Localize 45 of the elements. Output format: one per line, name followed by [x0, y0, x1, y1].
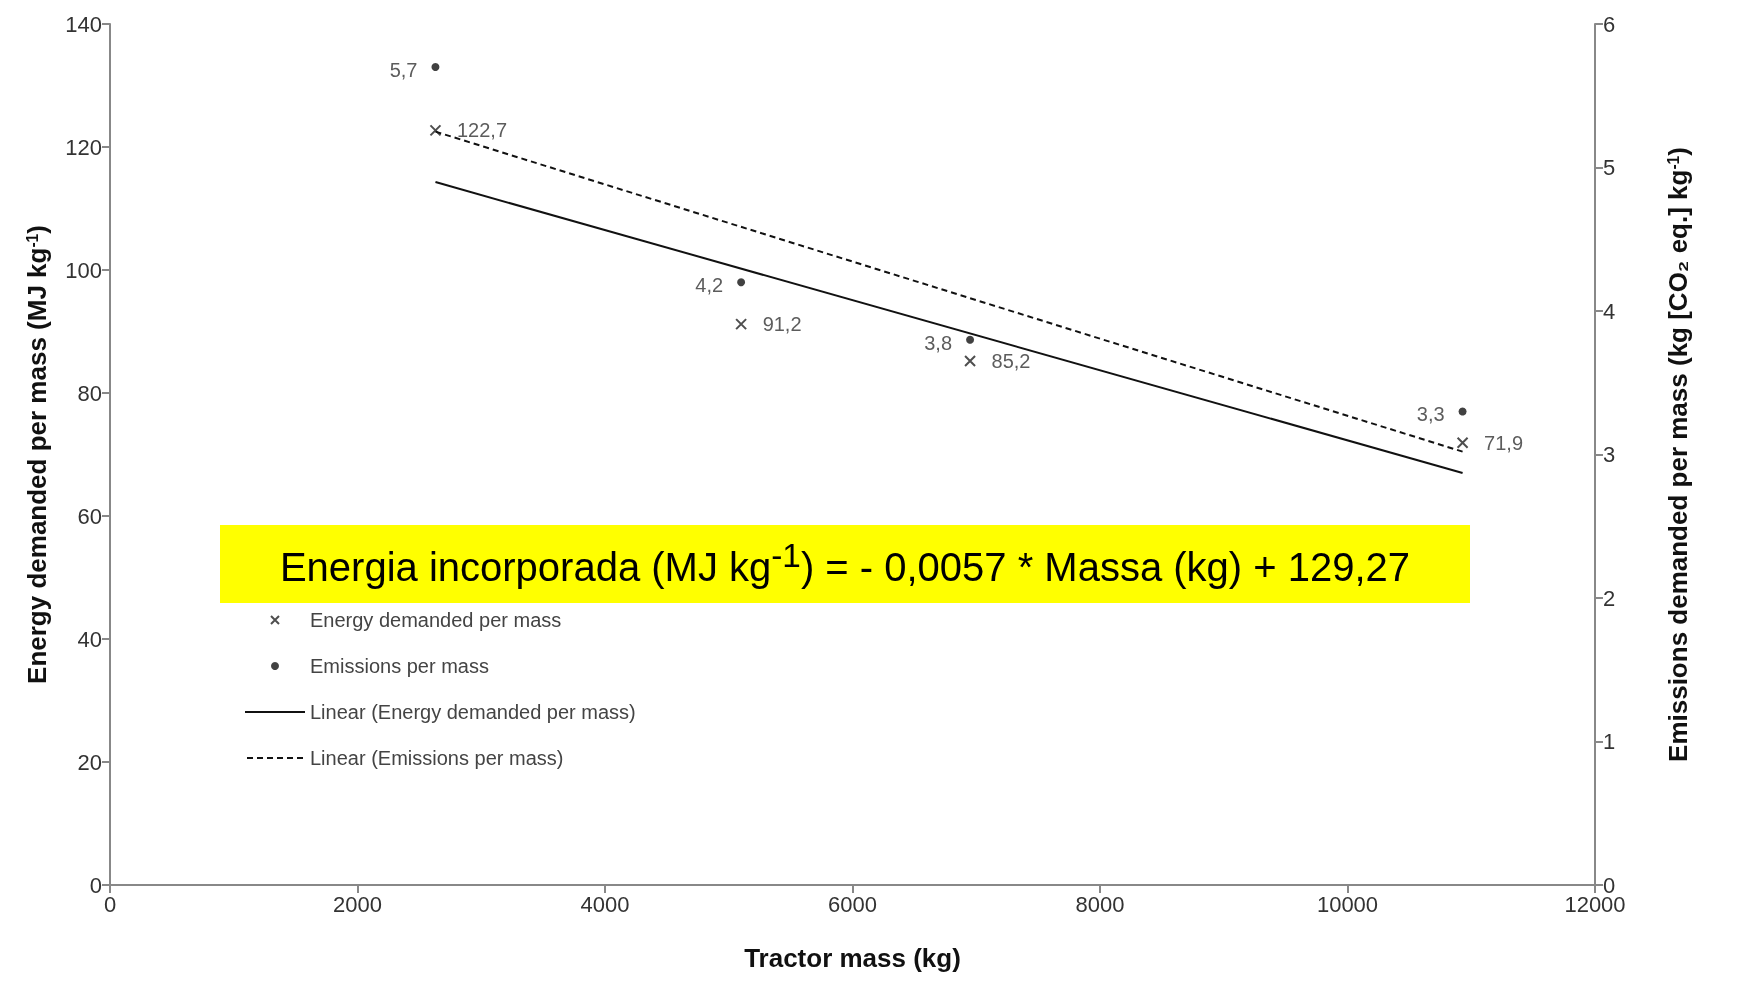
- y2-tick-label: 6: [1603, 11, 1616, 37]
- data-label: 4,2: [695, 274, 724, 297]
- y-tick-label: 60: [77, 503, 102, 529]
- point: [966, 335, 975, 344]
- y-axis-title: Energy demanded per mass (MJ kg-1): [22, 225, 52, 684]
- y-tick-label: 80: [77, 380, 102, 406]
- y-tick-label: 0: [89, 872, 102, 898]
- y-tick-label: 20: [77, 749, 102, 775]
- point: [1456, 436, 1469, 449]
- legend-label: Emissions per mass: [310, 655, 489, 677]
- point: [964, 355, 977, 368]
- y-tick-label: 140: [65, 11, 102, 37]
- y2-axis-title: Emissions demanded per mass (kg [CO₂ eq.] kg-1): [1663, 147, 1693, 762]
- legend-label: Energy demanded per mass: [310, 609, 562, 631]
- point: [1458, 407, 1467, 416]
- x-tick-label: 4000: [580, 891, 630, 917]
- legend-label: Linear (Emissions per mass): [310, 747, 564, 769]
- y-tick-label: 100: [65, 257, 102, 283]
- y2-tick-label: 3: [1603, 442, 1616, 467]
- data-label: 122,7: [456, 119, 508, 142]
- point: [735, 318, 748, 331]
- y2-tick-label: 2: [1603, 585, 1616, 611]
- point: [431, 63, 440, 72]
- y2-tick-label: 5: [1603, 155, 1616, 180]
- data-label: 71,9: [1484, 431, 1524, 454]
- y2-tick-label: 1: [1603, 729, 1616, 754]
- y-tick-label: 120: [65, 134, 102, 160]
- legend-label: Linear (Energy demanded per mass): [310, 701, 636, 723]
- point: [737, 278, 746, 287]
- x-tick-label: 10000: [1316, 891, 1379, 917]
- x-tick-label: 2000: [333, 891, 382, 917]
- data-label: 3,3: [1416, 403, 1445, 426]
- y2-tick-label: 4: [1603, 298, 1616, 324]
- data-label: 91,2: [762, 313, 802, 336]
- equation-box: Energia incorporada (MJ kg$^{-1}$) = - 0,0057 * Massa (kg) + 129,27: [220, 525, 1470, 603]
- y2-tick-label: 0: [1603, 872, 1616, 898]
- x-tick-label: 8000: [1075, 891, 1125, 917]
- annotation: Energia incorporada (MJ kg$^{-1}$) = - 0,0057 * Massa (kg) + 129,27: [279, 537, 1411, 591]
- point: [429, 124, 442, 137]
- x-tick-label: 6000: [828, 891, 877, 917]
- data-label: 5,7: [389, 59, 418, 82]
- y-tick-label: 40: [77, 626, 102, 652]
- data-label: 85,2: [991, 350, 1031, 373]
- x-axis-title: Tractor mass (kg): [744, 943, 961, 973]
- data-label: 3,8: [924, 331, 953, 354]
